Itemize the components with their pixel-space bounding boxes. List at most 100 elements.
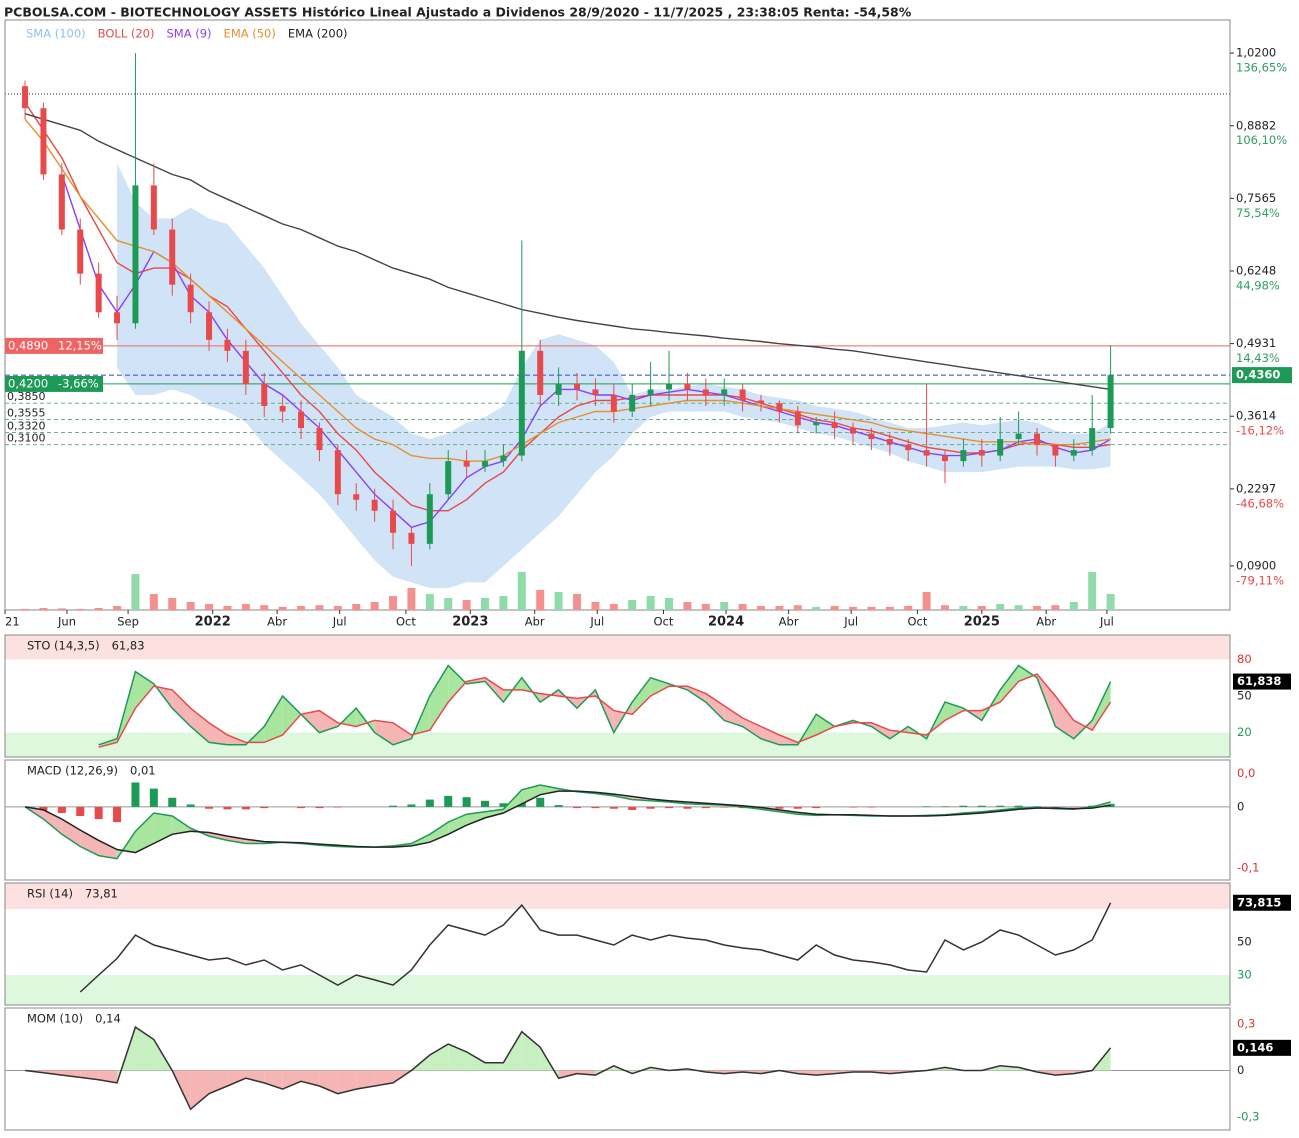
candle-body bbox=[794, 411, 801, 426]
fill-between bbox=[172, 689, 191, 727]
zone bbox=[5, 732, 1230, 757]
volume-bar bbox=[370, 602, 379, 610]
fill-between bbox=[448, 814, 467, 835]
x-tick-label: 2023 bbox=[452, 615, 488, 630]
candle-body bbox=[298, 411, 305, 429]
panel-label: MOM (10) bbox=[27, 1012, 83, 1026]
histogram-bar bbox=[701, 806, 710, 809]
histogram-bar bbox=[554, 805, 563, 807]
fill-between bbox=[172, 816, 191, 835]
y2-tick-label: -46,68% bbox=[1236, 496, 1284, 510]
fill-zero bbox=[577, 1070, 596, 1076]
candle-body bbox=[702, 389, 709, 395]
y-tick-label: -0,1 bbox=[1237, 860, 1259, 874]
histogram-bar bbox=[131, 782, 140, 807]
histogram-bar bbox=[573, 806, 582, 809]
volume-bar bbox=[241, 604, 250, 610]
fill-zero bbox=[98, 1070, 118, 1083]
candle-body bbox=[776, 403, 783, 412]
volume-bar bbox=[554, 592, 563, 610]
x-tick-label: Jun bbox=[57, 615, 76, 629]
x-tick-label: 2022 bbox=[195, 615, 231, 630]
histogram-bar bbox=[720, 806, 729, 808]
candle-body bbox=[1107, 375, 1114, 429]
level-box bbox=[5, 337, 103, 354]
panel-value: 0,01 bbox=[130, 764, 156, 778]
fill-between bbox=[1000, 665, 1019, 703]
fill-zero bbox=[816, 1070, 835, 1076]
volume-bar bbox=[885, 606, 894, 610]
y2-tick-label: -79,11% bbox=[1236, 573, 1284, 587]
candle-body bbox=[592, 389, 599, 395]
volume-bar bbox=[149, 594, 158, 610]
candle-body bbox=[923, 450, 930, 456]
fill-zero bbox=[61, 1070, 81, 1078]
histogram-bar bbox=[149, 788, 158, 807]
fill-between bbox=[632, 677, 651, 715]
histogram-bar bbox=[536, 797, 545, 807]
histogram-bar bbox=[849, 806, 858, 808]
x-tick-label: Abr bbox=[1036, 615, 1056, 629]
fill-between bbox=[705, 693, 725, 721]
candle-body bbox=[463, 461, 470, 467]
histogram-bar bbox=[1051, 806, 1060, 808]
x-tick-label: Jul bbox=[589, 615, 604, 629]
candle-body bbox=[518, 350, 525, 456]
candle-body bbox=[334, 450, 341, 495]
histogram-bar bbox=[168, 797, 177, 807]
volume-bar bbox=[113, 606, 122, 610]
fill-between bbox=[43, 809, 62, 835]
volume-bar bbox=[94, 608, 103, 610]
volume-bar bbox=[665, 598, 674, 610]
candle-body bbox=[1015, 433, 1022, 440]
fill-zero bbox=[521, 1031, 541, 1071]
candle-body bbox=[555, 383, 562, 395]
candle-body bbox=[574, 383, 581, 390]
candle-body bbox=[242, 350, 249, 384]
volume-bar bbox=[168, 598, 177, 610]
candle-body bbox=[95, 273, 102, 313]
last-box bbox=[1233, 894, 1291, 911]
histogram-bar bbox=[775, 806, 784, 809]
fill-zero bbox=[1000, 1065, 1019, 1071]
candle-body bbox=[886, 439, 893, 445]
fill-between bbox=[448, 665, 467, 703]
volume-bar bbox=[1069, 602, 1078, 610]
histogram-bar bbox=[444, 795, 453, 807]
fill-between bbox=[117, 831, 136, 859]
y-tick-label: -0,3 bbox=[1237, 1109, 1259, 1123]
volume-bar bbox=[922, 592, 931, 610]
candle-body bbox=[850, 428, 857, 434]
candle-body bbox=[647, 389, 654, 395]
candle-body bbox=[960, 450, 967, 462]
y2-tick-label: 136,65% bbox=[1236, 61, 1287, 75]
histogram-bar bbox=[609, 806, 618, 809]
histogram-bar bbox=[333, 806, 342, 808]
histogram-bar bbox=[223, 806, 232, 810]
histogram-bar bbox=[941, 806, 950, 807]
fill-between bbox=[61, 819, 81, 847]
fill-between bbox=[687, 686, 706, 703]
overlay-line bbox=[61, 174, 1111, 529]
y-tick-label: 0,0900 bbox=[1236, 558, 1276, 572]
x-tick-label: Oct bbox=[396, 615, 416, 629]
volume-bar bbox=[76, 608, 85, 610]
fill-between bbox=[98, 840, 118, 859]
fill-between bbox=[429, 665, 449, 731]
fill-between bbox=[209, 832, 228, 841]
volume-bar bbox=[352, 604, 361, 610]
level-pct: -3,66% bbox=[58, 376, 99, 390]
fill-between bbox=[1018, 665, 1037, 682]
y-tick-label: 0 bbox=[1237, 799, 1244, 813]
panel-label: STO (14,3,5) bbox=[27, 639, 100, 653]
histogram-bar bbox=[646, 806, 655, 809]
level-label: 0,4200 bbox=[8, 376, 48, 390]
candle-body bbox=[666, 383, 673, 390]
current-box bbox=[1232, 367, 1292, 384]
fill-between bbox=[393, 722, 412, 745]
band bbox=[117, 163, 1111, 588]
histogram-bar bbox=[628, 806, 637, 810]
histogram-bar bbox=[425, 799, 434, 807]
volume-bar bbox=[499, 596, 508, 610]
